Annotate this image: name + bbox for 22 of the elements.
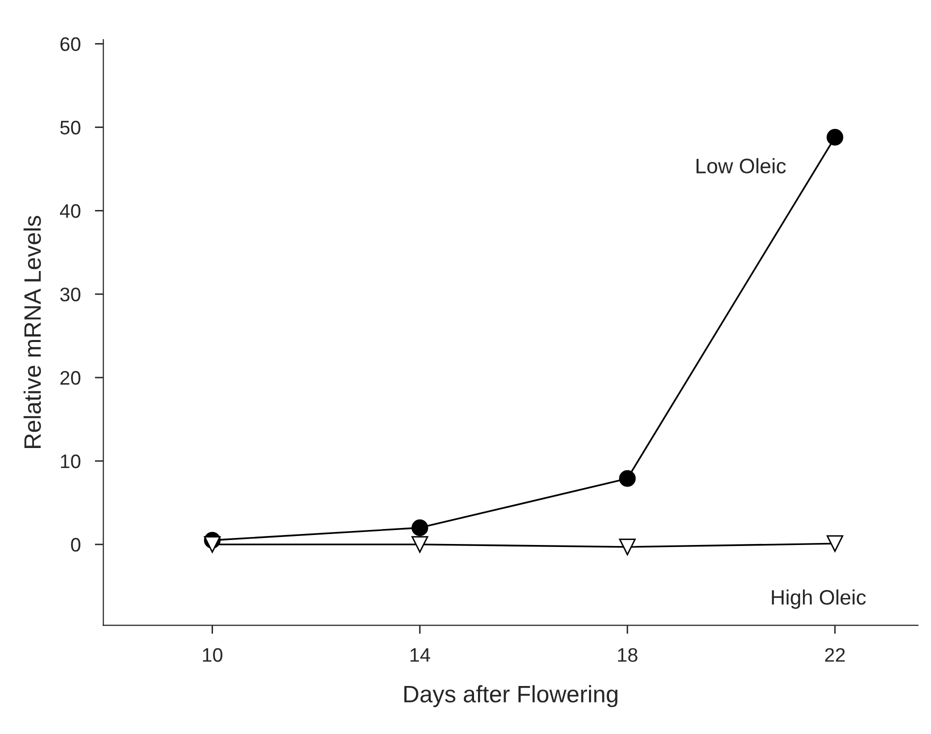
point [619,470,636,487]
y-tick-label: 40 [60,204,80,218]
point [412,536,428,553]
y-tick-label: 0 [71,538,80,552]
x-tick-label: 14 [410,648,430,662]
x-tick-label: 22 [825,648,845,662]
y-tick-label: 30 [60,288,80,302]
point [619,538,636,556]
x-axis-title: Days after Flowering [404,685,618,708]
x-tick-label: 10 [202,648,222,662]
y-tick-label: 10 [60,454,80,468]
text: High Oleic [772,589,866,609]
point [826,535,844,552]
y-axis-title: Relative mRNA Levels [24,216,41,448]
point [204,536,221,553]
point [826,128,844,146]
point [412,519,428,536]
y-tick-label: 50 [60,120,80,134]
y-tick-label: 20 [60,371,80,385]
series-label: Low Oleic [696,158,786,174]
x-tick-label: 18 [618,648,638,662]
y-tick-label: 60 [60,37,80,52]
